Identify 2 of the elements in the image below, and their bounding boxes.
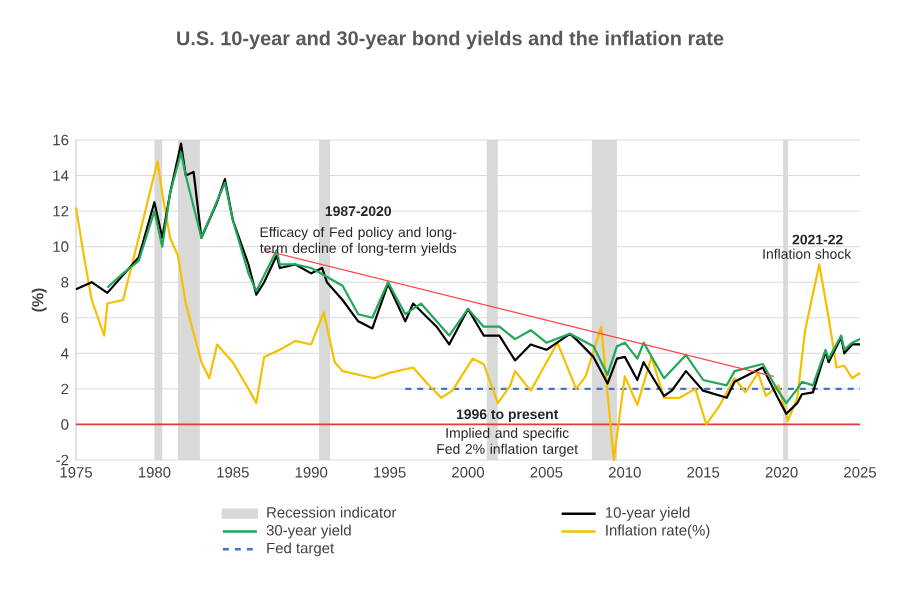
line-series	[74, 160, 862, 462]
chart-title: U.S. 10-year and 30-year bond yields and the inflation rate	[177, 30, 724, 50]
